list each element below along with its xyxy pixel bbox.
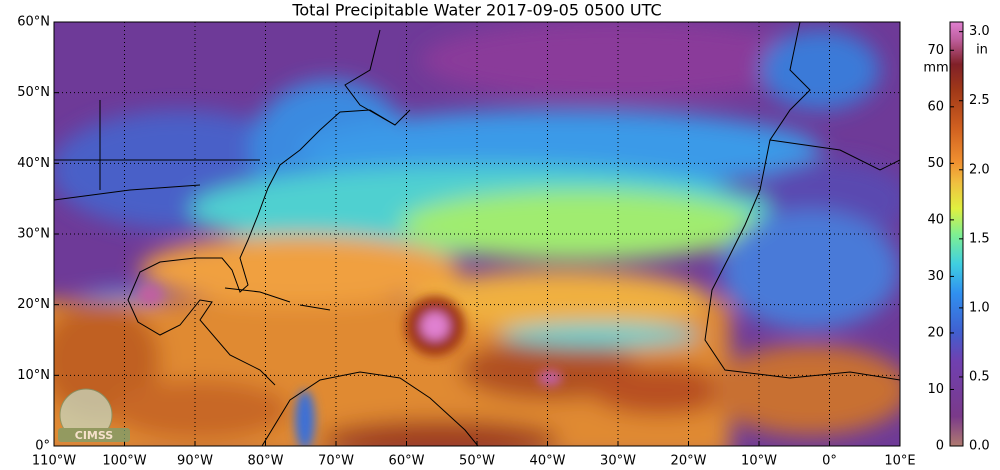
- tpw-field: [54, 22, 900, 446]
- map-title: Total Precipitable Water 2017-09-05 0500…: [291, 1, 661, 20]
- coastlines: [54, 22, 900, 446]
- colorbar-unit-mm: mm: [923, 61, 948, 76]
- lon-label: 40°W: [530, 454, 566, 469]
- lon-label: 30°W: [600, 454, 636, 469]
- colorbar: [949, 21, 964, 447]
- mm-tick-label: 70: [927, 43, 944, 58]
- mm-tick-label: 0: [936, 439, 944, 454]
- lat-label: 0°: [35, 439, 50, 454]
- mm-tick-label: 50: [927, 156, 944, 171]
- lon-label: 110°W: [32, 454, 76, 469]
- lat-label: 30°N: [17, 227, 50, 242]
- in-tick-label: 3.0: [969, 24, 990, 39]
- lon-label: 20°W: [671, 454, 707, 469]
- in-tick-label: 0.0: [969, 439, 990, 454]
- in-tick-label: 1.5: [969, 231, 990, 246]
- lon-label: 60°W: [389, 454, 425, 469]
- mm-tick-label: 10: [927, 382, 944, 397]
- lon-label: 50°W: [459, 454, 495, 469]
- lon-label: 0°: [822, 454, 837, 469]
- lat-label: 50°N: [17, 85, 50, 100]
- mm-tick-label: 30: [927, 269, 944, 284]
- map-frame: [53, 21, 901, 447]
- cimss-logo: CIMSS: [58, 388, 130, 442]
- mm-tick-label: 20: [927, 325, 944, 340]
- lon-label: 100°W: [102, 454, 146, 469]
- lat-label: 40°N: [17, 156, 50, 171]
- in-tick-label: 1.0: [969, 300, 990, 315]
- mm-tick-label: 60: [927, 99, 944, 114]
- lon-label: 10°E: [884, 454, 915, 469]
- lat-label: 10°N: [17, 368, 50, 383]
- lon-label: 80°W: [248, 454, 284, 469]
- in-tick-label: 0.5: [969, 369, 990, 384]
- colorbar-unit-in: in: [976, 43, 988, 58]
- logo-text: CIMSS: [75, 429, 114, 442]
- lon-label: 90°W: [177, 454, 213, 469]
- colorbar-ticks: 0 10 20 30 40 50 60 70 0.0 0.5 1.0 1.5 2.0 2.5 3.0: [927, 24, 989, 453]
- in-tick-label: 2.5: [969, 93, 990, 108]
- in-tick-label: 2.0: [969, 162, 990, 177]
- lat-label: 20°N: [17, 297, 50, 312]
- mm-tick-label: 40: [927, 212, 944, 227]
- lat-label: 60°N: [17, 15, 50, 30]
- lon-label: 70°W: [318, 454, 354, 469]
- lon-label: 10°W: [741, 454, 777, 469]
